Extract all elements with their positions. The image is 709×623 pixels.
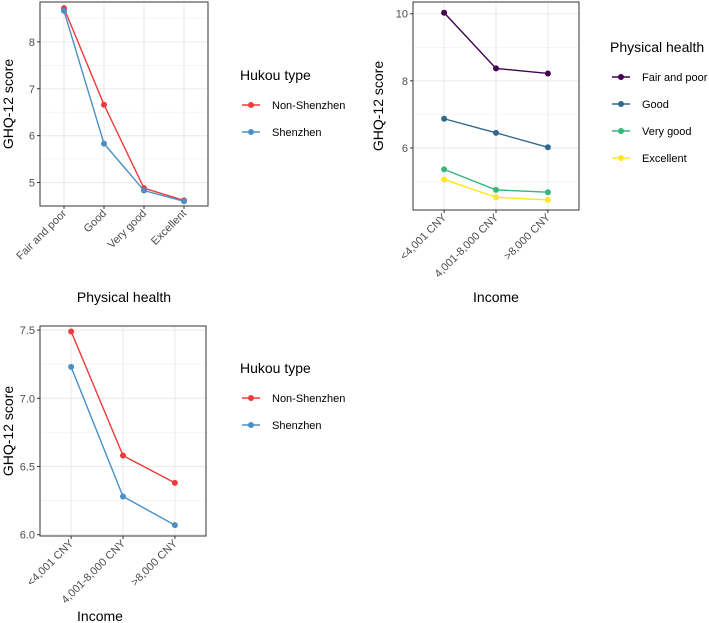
data-point bbox=[120, 452, 126, 459]
legend: Physical health Fair and poor Good Very goo… bbox=[610, 39, 708, 165]
series-excellent bbox=[441, 176, 551, 203]
legend-key-point bbox=[248, 422, 254, 428]
legend-key-point bbox=[618, 155, 624, 161]
x-axis-title: Income bbox=[473, 289, 519, 305]
y-tick-label: 8 bbox=[29, 37, 35, 49]
legend-label: Excellent bbox=[642, 153, 687, 165]
data-point bbox=[141, 187, 147, 194]
data-point bbox=[171, 479, 178, 486]
legend-title: Physical health bbox=[610, 39, 704, 55]
data-point bbox=[68, 328, 75, 335]
series-good bbox=[441, 115, 551, 151]
legend: Hukou type Non-Shenzhen Shenzhen bbox=[240, 360, 345, 432]
legend-label: Shenzhen bbox=[272, 420, 322, 432]
y-tick-label: 6 bbox=[29, 131, 35, 143]
y-tick-label: 7 bbox=[29, 84, 35, 96]
y-tick-label: 8 bbox=[402, 76, 408, 88]
x-tick-label: Good bbox=[82, 208, 110, 236]
data-point bbox=[441, 9, 448, 16]
y-tick-label: 6.5 bbox=[20, 461, 35, 473]
series-shenzhen bbox=[61, 7, 187, 205]
legend-key-point bbox=[618, 128, 624, 134]
legend-label: Fair and poor bbox=[642, 72, 708, 84]
data-point bbox=[544, 70, 551, 77]
y-axis-title: GHQ-12 score bbox=[0, 59, 16, 149]
y-tick-label: 7.0 bbox=[20, 393, 35, 405]
data-point bbox=[441, 166, 448, 173]
data-point bbox=[493, 194, 499, 201]
series-fair-and-poor bbox=[441, 9, 551, 77]
legend-title: Hukou type bbox=[240, 67, 311, 83]
legend-key-point bbox=[618, 101, 624, 107]
x-tick-label: Fair and poor bbox=[14, 207, 69, 262]
legend-label: Non-Shenzhen bbox=[272, 393, 345, 405]
legend-label: Good bbox=[642, 99, 669, 111]
x-tick-label: <4,001 CNY bbox=[25, 537, 77, 589]
x-tick-label: >8,000 CNY bbox=[502, 211, 554, 263]
data-point bbox=[441, 176, 448, 183]
y-tick-label: 5 bbox=[29, 178, 35, 190]
data-point bbox=[544, 144, 551, 151]
data-point bbox=[101, 101, 107, 108]
y-tick-label: 6 bbox=[402, 143, 408, 155]
data-point bbox=[101, 140, 107, 147]
data-point bbox=[493, 129, 499, 136]
series-shenzhen bbox=[68, 363, 178, 529]
legend: Hukou type Non-Shenzhen Shenzhen bbox=[240, 67, 345, 139]
legend-label: Non-Shenzhen bbox=[272, 100, 345, 112]
x-axis-title: Income bbox=[77, 608, 123, 623]
y-tick-label: 7.5 bbox=[20, 325, 35, 337]
x-tick-label: Excellent bbox=[149, 208, 189, 248]
legend-key-point bbox=[248, 129, 254, 135]
legend-key-point bbox=[248, 395, 254, 401]
series-line bbox=[63, 7, 185, 202]
data-point bbox=[493, 186, 499, 193]
data-point bbox=[544, 189, 551, 196]
legend-title: Hukou type bbox=[240, 360, 311, 376]
data-point bbox=[68, 363, 75, 370]
series-very-good bbox=[441, 166, 551, 196]
data-point bbox=[544, 196, 551, 203]
data-point bbox=[171, 522, 178, 529]
x-tick-label: <4,001 CNY bbox=[398, 211, 450, 263]
x-axis-title: Physical health bbox=[77, 289, 171, 305]
x-tick-label: >8,000 CNY bbox=[129, 537, 181, 589]
series-non-shenzhen bbox=[68, 328, 178, 486]
series-line bbox=[63, 10, 185, 202]
y-axis-title: GHQ-12 score bbox=[370, 61, 386, 151]
legend-key-point bbox=[618, 74, 624, 80]
legend-label: Very good bbox=[642, 126, 692, 138]
data-point bbox=[61, 7, 67, 14]
panel-border bbox=[39, 1, 209, 207]
y-tick-label: 10 bbox=[396, 9, 408, 21]
series-non-shenzhen bbox=[61, 5, 187, 204]
data-point bbox=[181, 198, 187, 205]
legend-label: Shenzhen bbox=[272, 127, 322, 139]
legend-key-point bbox=[248, 102, 254, 108]
data-point bbox=[493, 65, 499, 72]
data-point bbox=[120, 493, 126, 500]
data-point bbox=[441, 115, 448, 122]
y-tick-label: 6.0 bbox=[20, 530, 35, 542]
x-tick-label: Very good bbox=[106, 208, 150, 252]
y-axis-title: GHQ-12 score bbox=[0, 386, 16, 476]
